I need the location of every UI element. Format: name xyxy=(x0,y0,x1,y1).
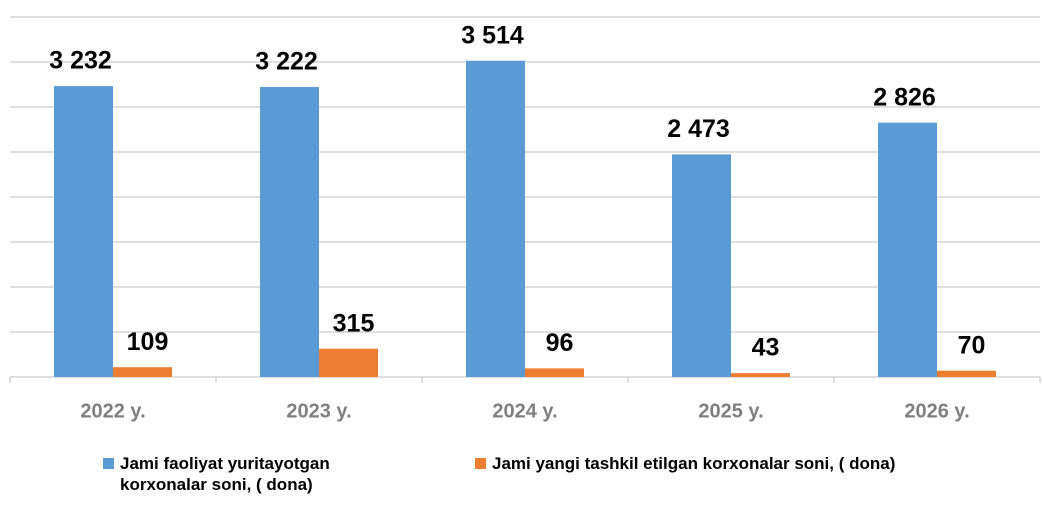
x-tick-label: 2025 y. xyxy=(698,400,763,422)
bar xyxy=(672,154,731,377)
bar xyxy=(54,86,113,378)
data-label: 3 222 xyxy=(255,48,318,76)
data-label: 43 xyxy=(752,334,780,362)
plot: 2022 y. 3 232 109 2023 y. 3 222 315 2024 y. 3 5… xyxy=(9,16,1041,422)
legend-label: Jami faoliyat yuritayotgan korxonalar so… xyxy=(120,454,330,494)
data-label: 315 xyxy=(333,309,375,337)
bar xyxy=(937,370,996,377)
data-label: 70 xyxy=(958,331,986,359)
x-tick-label: 2022 y. xyxy=(80,400,145,422)
data-label: 2 473 xyxy=(667,115,730,143)
legend-swatch xyxy=(475,458,486,469)
bar xyxy=(260,87,319,378)
bar xyxy=(319,348,378,377)
data-label: 96 xyxy=(546,329,574,357)
x-tick-label: 2024 y. xyxy=(492,400,557,422)
bar xyxy=(525,368,584,377)
data-label: 109 xyxy=(127,328,169,356)
legend-label: Jami yangi tashkil etilgan korxonalar so… xyxy=(492,454,896,473)
legend-swatch xyxy=(103,458,114,469)
bar xyxy=(113,367,172,377)
bar xyxy=(466,60,525,378)
bar xyxy=(731,373,790,377)
data-label: 3 232 xyxy=(49,47,112,75)
x-tick-label: 2023 y. xyxy=(286,400,351,422)
bar xyxy=(878,122,937,377)
x-tick-label: 2026 y. xyxy=(904,400,969,422)
data-label: 2 826 xyxy=(873,83,936,111)
data-label: 3 514 xyxy=(461,21,524,49)
